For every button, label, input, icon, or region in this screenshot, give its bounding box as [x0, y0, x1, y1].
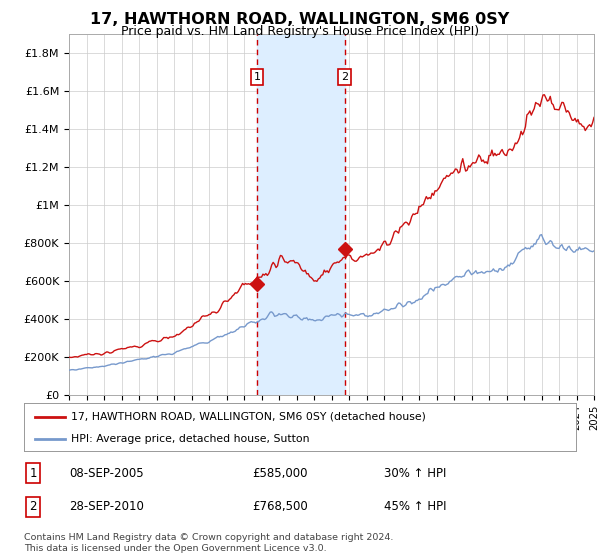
- Bar: [257, 34, 344, 395]
- Text: £585,000: £585,000: [252, 466, 308, 480]
- Text: Contains HM Land Registry data © Crown copyright and database right 2024.
This d: Contains HM Land Registry data © Crown c…: [24, 533, 394, 553]
- Text: Price paid vs. HM Land Registry's House Price Index (HPI): Price paid vs. HM Land Registry's House …: [121, 25, 479, 38]
- Text: 17, HAWTHORN ROAD, WALLINGTON, SM6 0SY (detached house): 17, HAWTHORN ROAD, WALLINGTON, SM6 0SY (…: [71, 412, 426, 422]
- Text: £768,500: £768,500: [252, 500, 308, 514]
- Text: 08-SEP-2005: 08-SEP-2005: [69, 466, 143, 480]
- Text: 2: 2: [341, 72, 348, 82]
- Text: 45% ↑ HPI: 45% ↑ HPI: [384, 500, 446, 514]
- Text: 17, HAWTHORN ROAD, WALLINGTON, SM6 0SY: 17, HAWTHORN ROAD, WALLINGTON, SM6 0SY: [91, 12, 509, 27]
- Text: HPI: Average price, detached house, Sutton: HPI: Average price, detached house, Sutt…: [71, 434, 310, 444]
- Text: 1: 1: [29, 466, 37, 480]
- Text: 28-SEP-2010: 28-SEP-2010: [69, 500, 144, 514]
- Text: 2: 2: [29, 500, 37, 514]
- Text: 30% ↑ HPI: 30% ↑ HPI: [384, 466, 446, 480]
- Text: 1: 1: [254, 72, 260, 82]
